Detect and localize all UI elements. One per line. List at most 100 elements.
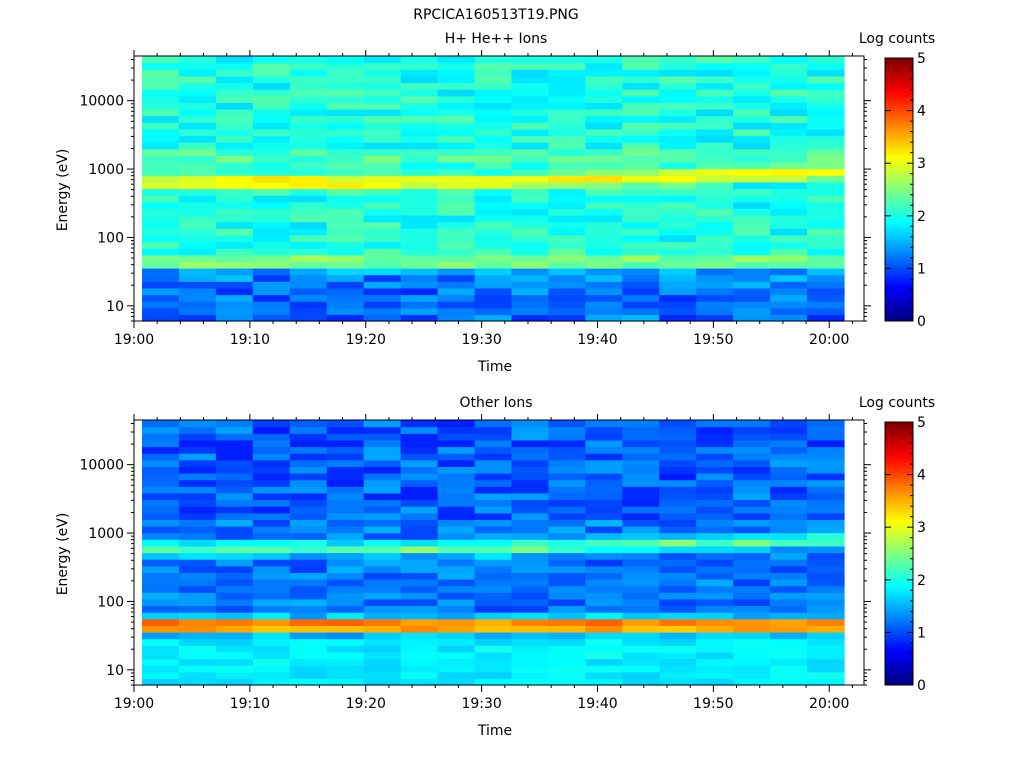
heatmap-cell bbox=[252, 552, 291, 560]
heatmap-cell bbox=[622, 234, 660, 243]
heatmap-cell bbox=[807, 281, 845, 289]
heatmap-cell bbox=[400, 215, 439, 223]
heatmap-cell bbox=[548, 307, 586, 315]
heatmap-cell bbox=[326, 506, 365, 514]
colorbar-strip bbox=[885, 503, 913, 507]
heatmap-cell bbox=[178, 195, 217, 203]
heatmap-cell bbox=[733, 439, 771, 448]
heatmap-cell bbox=[215, 605, 254, 613]
heatmap-cell bbox=[215, 128, 254, 137]
heatmap-cell bbox=[807, 665, 845, 673]
heatmap-cell bbox=[178, 446, 217, 454]
heatmap-cell bbox=[215, 651, 254, 660]
heatmap-cell bbox=[770, 446, 808, 454]
colorbar-strip bbox=[885, 529, 913, 533]
colorbar-strip bbox=[885, 313, 913, 317]
colorbar-strip bbox=[885, 129, 913, 133]
heatmap-cell bbox=[474, 221, 513, 229]
heatmap-cell bbox=[807, 433, 845, 441]
colorbar-tick-label: 4 bbox=[917, 104, 926, 120]
heatmap-cell bbox=[733, 307, 771, 315]
heatmap-cell bbox=[215, 545, 254, 554]
heatmap-cell bbox=[696, 625, 734, 633]
heatmap-cell bbox=[326, 625, 365, 633]
heatmap-cell bbox=[252, 234, 291, 243]
heatmap-cell bbox=[659, 135, 697, 143]
heatmap-cell bbox=[215, 612, 254, 620]
heatmap-cell bbox=[511, 181, 550, 190]
heatmap-cell bbox=[142, 181, 180, 190]
heatmap-cell bbox=[289, 287, 328, 296]
heatmap-cell bbox=[437, 122, 476, 130]
heatmap-cell bbox=[363, 228, 402, 236]
colorbar-strip bbox=[885, 268, 913, 272]
heatmap-cell bbox=[696, 598, 734, 607]
heatmap-cell bbox=[215, 506, 254, 514]
heatmap-cell bbox=[142, 201, 180, 209]
heatmap-cell bbox=[437, 466, 476, 474]
heatmap-cell bbox=[437, 486, 476, 494]
heatmap-cell bbox=[252, 181, 291, 190]
colorbar-strip bbox=[885, 152, 913, 156]
heatmap-cell bbox=[215, 539, 254, 547]
colorbar-strip bbox=[885, 134, 913, 138]
heatmap-cell bbox=[363, 651, 402, 660]
heatmap-cell bbox=[215, 579, 254, 587]
heatmap-cell bbox=[585, 439, 623, 448]
heatmap-cell bbox=[585, 499, 623, 507]
heatmap-cell bbox=[622, 579, 660, 587]
heatmap-cell bbox=[659, 56, 697, 64]
heatmap-cell bbox=[770, 195, 808, 203]
heatmap-cell bbox=[474, 486, 513, 494]
heatmap-cell bbox=[178, 234, 217, 243]
heatmap-cell bbox=[807, 612, 845, 620]
heatmap-cell bbox=[289, 122, 328, 130]
heatmap-cell bbox=[733, 162, 771, 170]
colorbar-strip bbox=[885, 173, 913, 177]
heatmap-cell bbox=[548, 612, 586, 620]
heatmap-cell bbox=[142, 301, 180, 309]
heatmap-cell bbox=[622, 420, 660, 428]
heatmap-cell bbox=[807, 499, 845, 507]
heatmap-cell bbox=[807, 56, 845, 64]
heatmap-cell bbox=[142, 268, 180, 276]
heatmap-cell bbox=[178, 188, 217, 196]
heatmap-cell bbox=[178, 115, 217, 123]
heatmap-cell bbox=[548, 473, 586, 481]
colorbar-strip bbox=[885, 514, 913, 518]
heatmap-cell bbox=[252, 645, 291, 653]
heatmap-cell bbox=[733, 195, 771, 203]
heatmap-cell bbox=[511, 592, 550, 600]
heatmap-cell bbox=[474, 314, 513, 322]
heatmap-cell bbox=[548, 62, 586, 70]
heatmap-cell bbox=[474, 168, 513, 176]
heatmap-cell bbox=[474, 142, 513, 150]
heatmap-cell bbox=[770, 453, 808, 461]
colorbar-strip bbox=[885, 506, 913, 510]
heatmap-cell bbox=[511, 287, 550, 296]
y-tick-label: 10000 bbox=[79, 94, 124, 110]
colorbar-strip bbox=[885, 490, 913, 494]
heatmap-cell bbox=[437, 175, 476, 183]
heatmap-cell bbox=[437, 62, 476, 70]
heatmap-cell bbox=[400, 56, 439, 64]
heatmap-cell bbox=[807, 215, 845, 223]
heatmap-cell bbox=[474, 625, 513, 633]
heatmap-cell bbox=[215, 499, 254, 507]
heatmap-cell bbox=[659, 75, 697, 84]
heatmap-cell bbox=[511, 459, 550, 467]
heatmap-cell bbox=[142, 585, 180, 593]
colorbar-strip bbox=[885, 645, 913, 649]
colorbar-strip bbox=[885, 629, 913, 633]
heatmap-cell bbox=[437, 519, 476, 527]
heatmap-cell bbox=[807, 479, 845, 487]
heatmap-cell bbox=[511, 168, 550, 176]
heatmap-cell bbox=[215, 69, 254, 77]
heatmap-cell bbox=[215, 446, 254, 454]
heatmap-cell bbox=[807, 109, 845, 117]
x-tick-label: 19:20 bbox=[346, 332, 386, 348]
heatmap-cell bbox=[622, 274, 660, 282]
heatmap-cell bbox=[252, 479, 291, 487]
heatmap-cell bbox=[326, 268, 365, 276]
heatmap-cell bbox=[807, 122, 845, 130]
